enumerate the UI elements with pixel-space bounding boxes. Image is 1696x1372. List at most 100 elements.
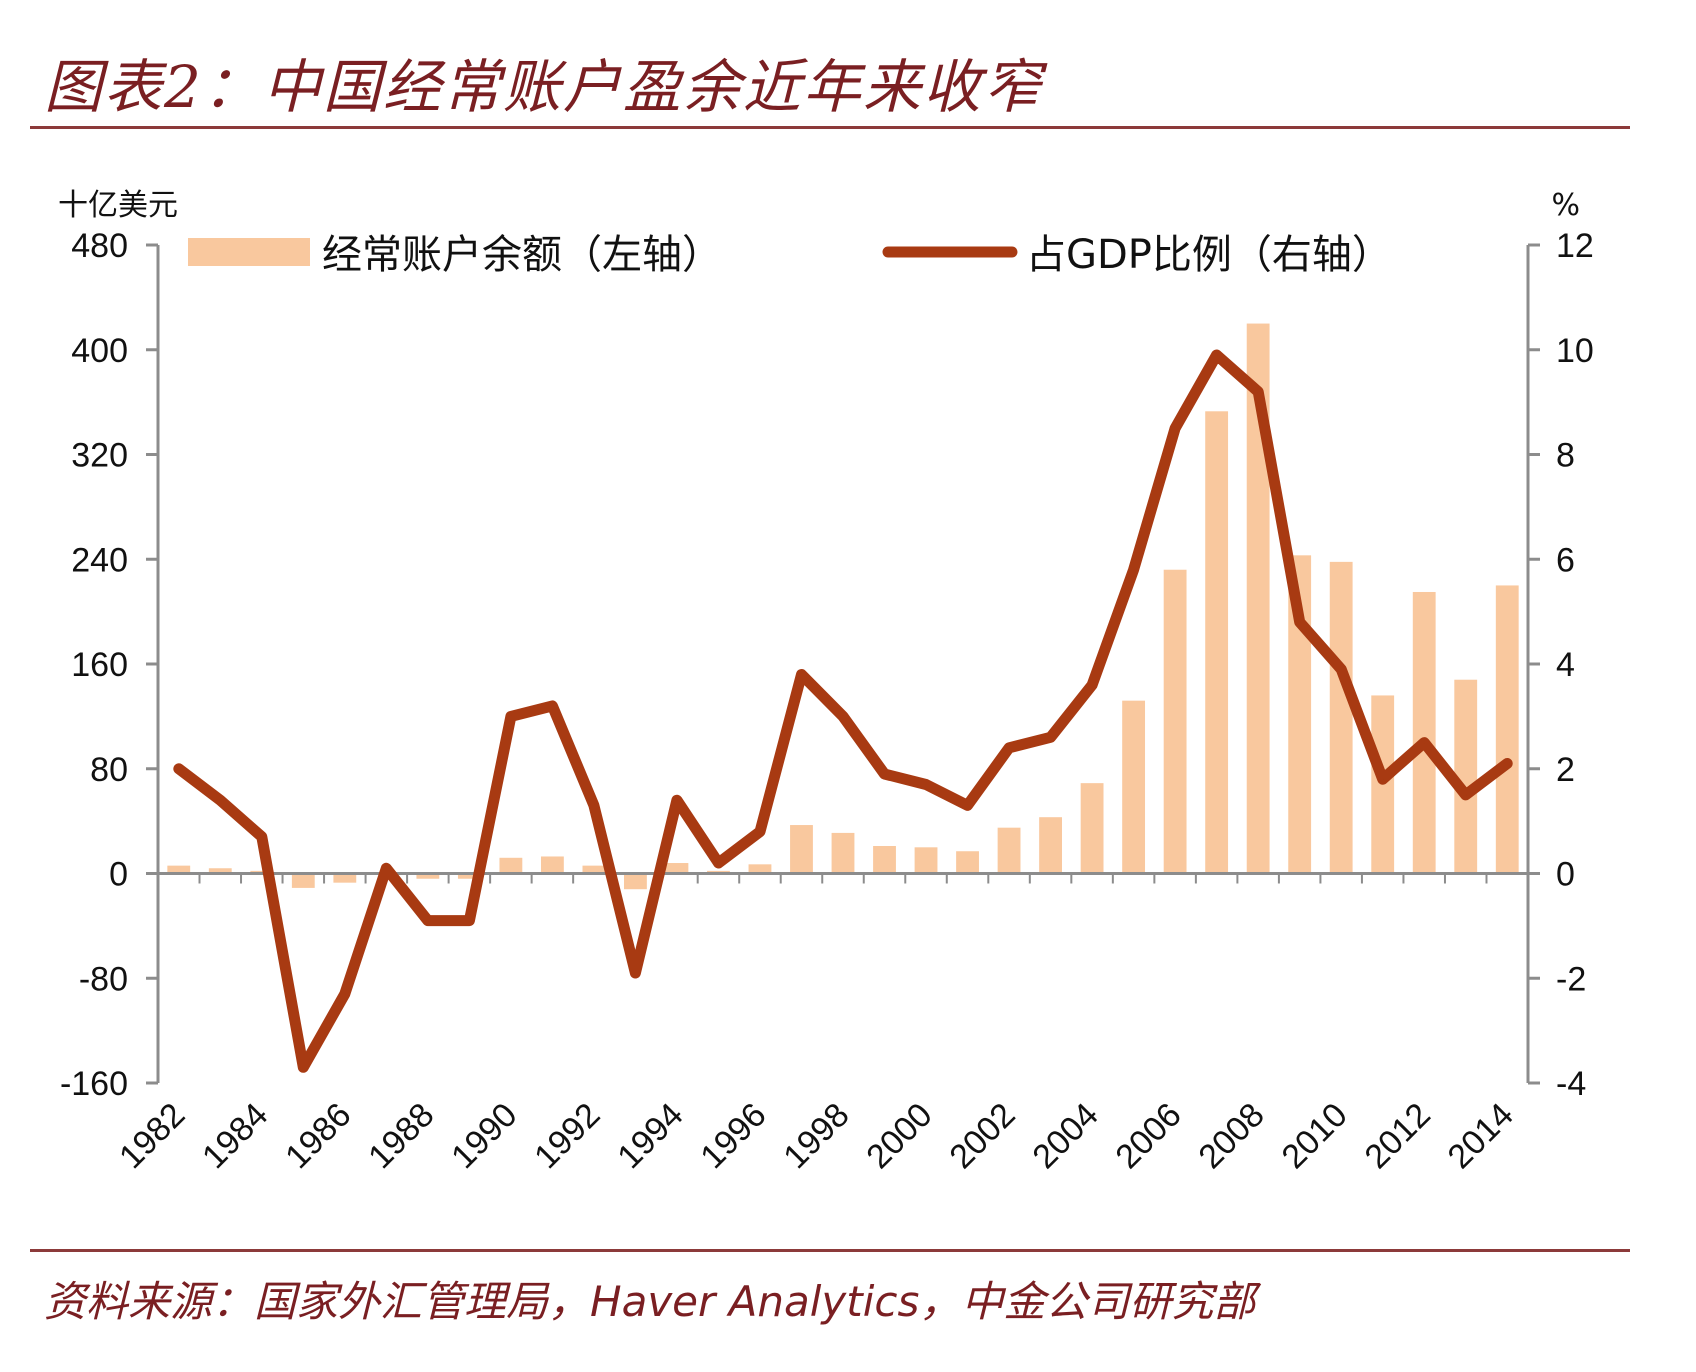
left-tick-label: 80 [90, 751, 128, 789]
line-point-1983 [219, 799, 222, 802]
x-tick-label: 2000 [859, 1096, 939, 1176]
line-point-2005 [1132, 568, 1135, 571]
bar-2013 [1454, 679, 1478, 874]
x-tick-label: 1986 [278, 1096, 358, 1176]
left-tick-label: 0 [109, 856, 128, 894]
bar-2003 [1039, 817, 1062, 874]
line-point-2006 [1174, 427, 1177, 430]
source-note: 资料来源：国家外汇管理局，Haver Analytics，中金公司研究部 [44, 1277, 1256, 1326]
title-rule [30, 126, 1630, 129]
line-point-2008 [1257, 390, 1260, 393]
axes [146, 243, 1540, 1085]
bar-2002 [997, 827, 1021, 874]
x-tick-label: 1984 [195, 1096, 275, 1176]
bar-2001 [956, 851, 979, 874]
x-tick-label: 1994 [610, 1096, 690, 1176]
x-tick-label: 2008 [1191, 1096, 1271, 1176]
line-point-1995 [717, 862, 720, 865]
bar-1983 [208, 868, 232, 874]
bar-1997 [790, 825, 813, 874]
line-point-1982 [177, 767, 180, 770]
line-series [173, 349, 1513, 1073]
x-tick-label: 2014 [1441, 1096, 1521, 1176]
right-tick-label: 0 [1556, 856, 1575, 894]
bar-2012 [1412, 591, 1436, 874]
bar-1991 [540, 856, 564, 874]
left-tick-label: 400 [71, 332, 128, 370]
x-tick-label: 2012 [1358, 1096, 1438, 1176]
bar-2004 [1080, 783, 1104, 874]
right-tick-label: -4 [1556, 1065, 1586, 1103]
bar-1985 [291, 873, 315, 888]
left-tick-label: -80 [79, 960, 128, 998]
line-point-1990 [509, 715, 512, 718]
bar-2005 [1122, 700, 1146, 874]
bar-2010 [1329, 561, 1353, 874]
left-tick-label: -160 [60, 1065, 128, 1103]
left-axis-unit: 十亿美元 [58, 188, 178, 223]
right-tick-label: 6 [1556, 541, 1575, 579]
right-tick-label: 12 [1556, 227, 1594, 265]
x-tick-label: 1992 [527, 1096, 607, 1176]
bar-series [167, 323, 1519, 890]
bar-1998 [831, 832, 855, 874]
x-tick-label: 1998 [776, 1096, 856, 1176]
x-tick-label: 2006 [1108, 1096, 1188, 1176]
line-point-2004 [1091, 683, 1094, 686]
line-point-2009 [1298, 621, 1301, 624]
line-point-1989 [468, 919, 471, 922]
bar-1993 [624, 873, 647, 890]
line-point-1986 [343, 992, 346, 995]
line-point-2014 [1506, 762, 1509, 765]
line-point-1994 [675, 799, 678, 802]
legend: 经常账户余额（左轴） 占GDP比例（右轴） [188, 232, 1392, 278]
bar-2006 [1163, 569, 1187, 874]
right-axis-unit: % [1551, 188, 1580, 223]
bar-1994 [665, 863, 689, 874]
bar-1999 [873, 846, 896, 874]
line-point-1987 [385, 867, 388, 870]
line-point-2011 [1381, 778, 1384, 781]
x-tick-label: 1982 [112, 1096, 192, 1176]
x-tick-label: 1988 [361, 1096, 441, 1176]
legend-line-label: 占GDP比例（右轴） [1026, 232, 1392, 278]
bar-1990 [499, 857, 523, 874]
line-point-2010 [1340, 668, 1343, 671]
x-tick-label: 1996 [693, 1096, 773, 1176]
line-point-1991 [551, 704, 554, 707]
bar-1989 [457, 873, 481, 879]
line-point-2012 [1423, 741, 1426, 744]
right-tick-label: 4 [1556, 646, 1575, 684]
line-point-2013 [1464, 793, 1467, 796]
left-tick-label: 320 [71, 437, 128, 475]
line-point-1996 [758, 830, 761, 833]
left-tick-label: 480 [71, 227, 128, 265]
bar-2014 [1495, 585, 1519, 874]
right-tick-label: 2 [1556, 751, 1575, 789]
line-point-2007 [1215, 353, 1218, 356]
bar-1992 [582, 865, 606, 874]
right-tick-label: 10 [1556, 332, 1594, 370]
line-point-1997 [800, 673, 803, 676]
x-tick-label: 2002 [942, 1096, 1022, 1176]
line-point-2002 [1008, 746, 1011, 749]
right-tick-label: -2 [1556, 960, 1586, 998]
line-point-1984 [260, 835, 263, 838]
right-tick-label: 8 [1556, 437, 1575, 475]
left-tick-label: 240 [71, 541, 128, 579]
bar-1988 [416, 873, 440, 879]
line-point-2003 [1049, 736, 1052, 739]
source-rule [30, 1249, 1630, 1252]
x-tick-label: 1990 [444, 1096, 524, 1176]
line-point-1988 [426, 919, 429, 922]
x-tick-label: 2010 [1274, 1096, 1354, 1176]
bar-2008 [1246, 323, 1270, 874]
line-point-1992 [592, 804, 595, 807]
bar-1986 [333, 873, 357, 883]
line-point-2000 [925, 783, 928, 786]
chart-title: 图表2：中国经常账户盈余近年来收窄 [44, 53, 1043, 121]
bar-1996 [748, 864, 772, 874]
legend-bar-label: 经常账户余额（左轴） [322, 232, 722, 278]
bar-1982 [167, 865, 191, 874]
